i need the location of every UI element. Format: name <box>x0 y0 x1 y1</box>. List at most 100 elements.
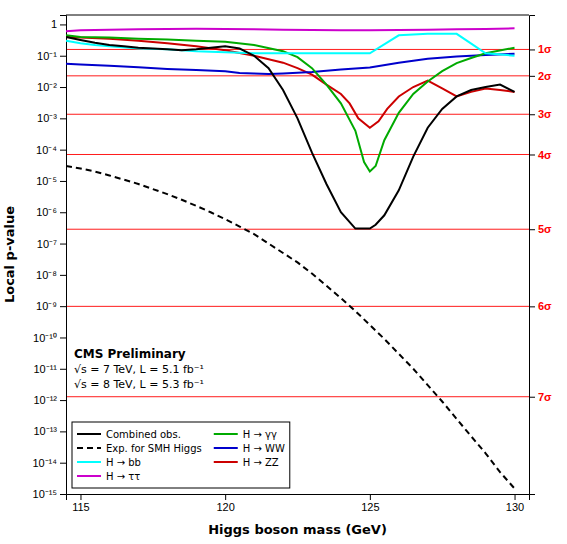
tick: 5σ <box>529 223 552 235</box>
plot: 115 120 125 130 10⁻¹⁵ 10⁻¹⁴ 10⁻¹³ 10⁻¹² 10⁻¹¹ 10⁻… <box>2 15 552 537</box>
tick-mark <box>370 494 371 500</box>
tick: 10⁻⁵ <box>36 175 66 187</box>
series-line <box>66 37 515 128</box>
tick-label: 1σ <box>538 43 552 55</box>
legend-item: H → γγ <box>214 429 277 440</box>
tick: 4σ <box>529 149 552 161</box>
tick-mark <box>529 49 535 50</box>
tick: 10⁻¹² <box>33 394 66 406</box>
tick-mark <box>60 118 66 119</box>
axis-line <box>60 16 67 495</box>
tick: 1 <box>51 18 66 30</box>
grid <box>66 49 529 396</box>
tick-label: 10⁻¹⁴ <box>32 457 57 469</box>
tick-mark <box>60 244 66 245</box>
legend-item: H → ττ <box>77 471 140 482</box>
legend-swatch <box>77 433 101 435</box>
legend-swatch <box>214 433 238 435</box>
tick-label: 5σ <box>538 223 552 235</box>
tick-label: 10⁻¹ <box>37 50 57 62</box>
tick-label: 120 <box>216 501 234 513</box>
tick-label: 6σ <box>538 300 552 312</box>
tick-label: 10⁻¹¹ <box>33 363 57 375</box>
tick-label: 10⁻² <box>37 81 57 93</box>
tick-label: 10⁻¹³ <box>33 425 57 437</box>
annotation: √s = 8 TeV, L = 5.3 fb⁻¹ <box>74 378 204 391</box>
tick-label: 10⁻³ <box>37 112 57 124</box>
tick-label: 10⁻⁵ <box>36 175 57 187</box>
grid-line <box>66 396 529 397</box>
tick: 1σ <box>529 43 552 55</box>
tick: 10⁻⁷ <box>37 238 66 250</box>
tick-label: 10⁻⁷ <box>37 238 57 250</box>
tick-mark <box>60 337 66 338</box>
series-line <box>66 54 515 74</box>
legend-label: H → WW <box>243 443 285 454</box>
tick: 10⁻⁸ <box>36 269 66 281</box>
tick: 6σ <box>529 300 552 312</box>
legend-label: H → γγ <box>243 429 277 440</box>
tick: 10⁻¹³ <box>33 425 66 437</box>
tick: 10⁻⁶ <box>36 206 66 218</box>
tick-mark <box>529 397 535 398</box>
tick-mark <box>529 154 535 155</box>
tick-mark <box>529 76 535 77</box>
tick-label: 10⁻¹² <box>33 394 57 406</box>
tick-label: 1 <box>51 18 57 30</box>
tick-mark <box>60 306 66 307</box>
legend-label: H → bb <box>106 457 141 468</box>
tick-label: 130 <box>506 501 524 513</box>
lines <box>66 28 515 488</box>
legend-label: H → ZZ <box>243 457 279 468</box>
legend-item: Combined obs. <box>77 429 181 440</box>
tick: 10⁻⁹ <box>36 300 66 312</box>
x-axis-title: Higgs boson mass (GeV) <box>208 522 387 537</box>
tick: 3σ <box>529 108 552 120</box>
frame <box>66 15 529 16</box>
legend-swatch <box>77 447 101 449</box>
tick-label: 10⁻⁸ <box>36 269 57 281</box>
x-axis: 115 120 125 130 <box>67 494 530 513</box>
tick-label: 2σ <box>538 70 552 82</box>
legend-box <box>72 422 290 488</box>
legend-label: Exp. for SMH Higgs <box>106 443 202 454</box>
legend-item: Exp. for SMH Higgs <box>77 443 202 454</box>
tick-mark <box>60 463 66 464</box>
tick-mark <box>529 114 535 115</box>
legend-item: H → bb <box>77 457 141 468</box>
tick: 10⁻¹⁰ <box>33 331 66 343</box>
legend-label: Combined obs. <box>106 429 181 440</box>
tick-label: 10⁻¹⁰ <box>33 331 57 343</box>
legend-swatch <box>214 461 238 463</box>
grid-line <box>66 229 529 230</box>
tick-label: 125 <box>361 501 379 513</box>
tick-mark <box>529 306 535 307</box>
tick-label: 10⁻⁹ <box>36 300 57 312</box>
tick-mark <box>60 56 66 57</box>
y2-axis: 1σ2σ3σ4σ5σ6σ7σ <box>529 16 552 495</box>
tick-mark <box>60 181 66 182</box>
tick: 125 <box>361 494 379 513</box>
legend-swatch <box>214 447 238 449</box>
series-line <box>66 37 515 229</box>
series-line <box>66 166 515 488</box>
tick-mark <box>60 212 66 213</box>
tick: 10⁻² <box>37 81 66 93</box>
tick-mark <box>60 494 66 495</box>
tick-mark <box>60 150 66 151</box>
axis-line <box>67 495 530 501</box>
tick: 10⁻¹⁵ <box>33 488 66 500</box>
tick: 10⁻¹ <box>37 50 66 62</box>
tick-mark <box>60 275 66 276</box>
legend-swatch <box>77 475 101 477</box>
tick-label: 115 <box>72 501 90 513</box>
tick: 120 <box>216 494 234 513</box>
grid-line <box>66 75 529 76</box>
grid-line <box>66 154 529 155</box>
axis-line <box>530 16 536 495</box>
grid-line <box>66 114 529 115</box>
tick-mark <box>529 229 535 230</box>
series-line <box>66 28 515 31</box>
chart: 115 120 125 130 10⁻¹⁵ 10⁻¹⁴ 10⁻¹³ 10⁻¹² 10⁻¹¹ 10⁻… <box>0 0 567 544</box>
annotation: √s = 7 TeV, L = 5.1 fb⁻¹ <box>74 363 204 376</box>
